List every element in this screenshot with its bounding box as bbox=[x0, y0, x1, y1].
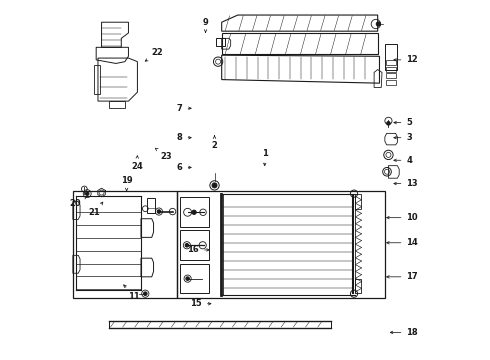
Bar bbox=[386, 73, 396, 78]
Circle shape bbox=[376, 22, 381, 26]
Circle shape bbox=[185, 243, 189, 247]
Bar bbox=[147, 198, 155, 213]
Text: 16: 16 bbox=[187, 246, 209, 255]
Bar bbox=[180, 230, 209, 260]
Circle shape bbox=[192, 210, 196, 215]
Text: 4: 4 bbox=[394, 156, 412, 165]
Text: 22: 22 bbox=[146, 48, 164, 61]
Text: 20: 20 bbox=[70, 197, 87, 208]
Text: 13: 13 bbox=[394, 179, 418, 188]
Text: 24: 24 bbox=[131, 156, 143, 171]
Circle shape bbox=[144, 292, 147, 296]
Text: 14: 14 bbox=[387, 238, 418, 247]
Text: 18: 18 bbox=[390, 328, 418, 337]
Bar bbox=[180, 264, 209, 293]
Circle shape bbox=[157, 210, 161, 213]
Bar bbox=[355, 194, 361, 209]
Bar bbox=[386, 80, 396, 85]
Bar bbox=[177, 192, 385, 298]
Bar bbox=[216, 39, 224, 46]
Text: 2: 2 bbox=[212, 136, 218, 150]
Circle shape bbox=[212, 183, 217, 188]
Text: 9: 9 bbox=[203, 18, 208, 32]
Text: 12: 12 bbox=[394, 55, 418, 64]
Text: 5: 5 bbox=[394, 118, 412, 127]
Bar bbox=[385, 44, 397, 69]
Text: 10: 10 bbox=[387, 213, 418, 222]
Bar bbox=[355, 279, 361, 293]
Text: 17: 17 bbox=[387, 272, 418, 281]
Text: 23: 23 bbox=[155, 148, 172, 161]
Text: 11: 11 bbox=[123, 285, 140, 301]
Text: 19: 19 bbox=[121, 176, 132, 191]
Circle shape bbox=[387, 122, 390, 125]
Text: 8: 8 bbox=[177, 133, 191, 142]
Circle shape bbox=[186, 277, 190, 280]
Bar bbox=[386, 67, 396, 72]
Text: 15: 15 bbox=[190, 299, 211, 308]
Circle shape bbox=[85, 192, 89, 195]
Text: 1: 1 bbox=[262, 149, 268, 166]
Bar bbox=[386, 60, 396, 65]
Text: 21: 21 bbox=[88, 202, 103, 217]
Bar bbox=[180, 197, 209, 226]
Text: 6: 6 bbox=[177, 163, 191, 172]
Bar bbox=[73, 192, 177, 298]
Text: 3: 3 bbox=[394, 133, 412, 142]
Text: 7: 7 bbox=[177, 104, 191, 113]
Bar bbox=[109, 321, 331, 328]
